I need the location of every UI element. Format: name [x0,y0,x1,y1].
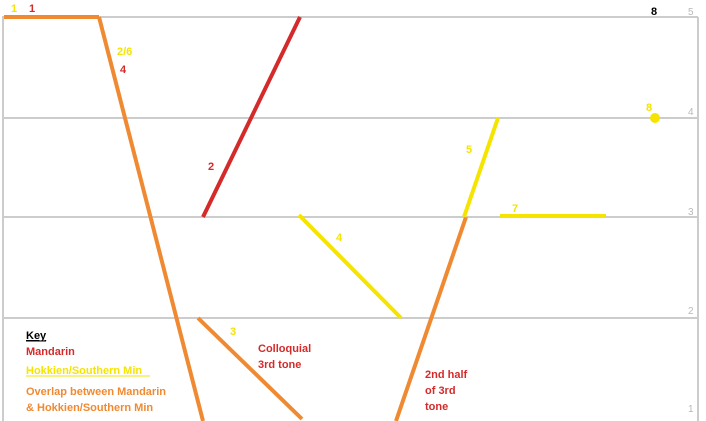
label-hokkien-4: 4 [336,232,343,244]
tone-contours [4,15,660,421]
pitch-level-numbers: 5 4 3 2 1 [688,7,694,415]
label-hokkien-8: 8 [646,102,652,114]
label-mandarin-tone1: 1 [29,3,35,15]
annotation-2nd-half-line1: 2nd half [425,369,468,381]
label-hokkien-7: 7 [512,203,518,215]
annotation-colloquial-line2: 3rd tone [258,359,301,371]
key-overlap-line1: Overlap between Mandarin [26,386,166,398]
level-3-label: 3 [688,207,694,218]
contour-labels: 1 1 2/6 4 2 3 4 5 7 8 8 [11,3,657,338]
annotation-colloquial-line1: Colloquial [258,343,311,355]
label-overlap-tone1: 1 [11,3,17,15]
level-1-label: 1 [688,404,694,415]
label-overlap-3: 3 [230,326,236,338]
contour-mandarin-tone2 [201,16,302,218]
annotation-2nd-half-line3: tone [425,401,448,413]
contour-overlap-3rd-half [394,216,468,421]
annotations: Colloquial 3rd tone 2nd half of 3rd tone [258,343,468,413]
contour-overlap-tone3 [196,316,304,421]
level-5-label: 5 [688,7,694,18]
key-overlap-line2: & Hokkien/Southern Min [26,402,153,414]
pitch-grid [2,16,699,421]
key-hokkien: Hokkien/Southern Min [26,365,142,377]
label-hokkien-5: 5 [466,144,472,156]
label-mandarin-4: 4 [120,64,127,76]
legend-key: Key Mandarin Hokkien/Southern Min Overla… [26,330,166,414]
level-4-label: 4 [688,107,694,118]
contour-tone26-overlap [97,16,205,421]
label-tone8-black: 8 [651,6,657,18]
annotation-2nd-half-line2: of 3rd [425,385,456,397]
key-mandarin: Mandarin [26,346,75,358]
contour-hokkien-tone8-dot [650,113,660,123]
label-hokkien-26: 2/6 [117,46,132,58]
contour-hokkien-tone5 [462,117,500,218]
level-2-label: 2 [688,306,694,317]
label-mandarin-2: 2 [208,161,214,173]
contour-hokkien-tone4 [297,213,403,320]
key-title: Key [26,330,47,342]
